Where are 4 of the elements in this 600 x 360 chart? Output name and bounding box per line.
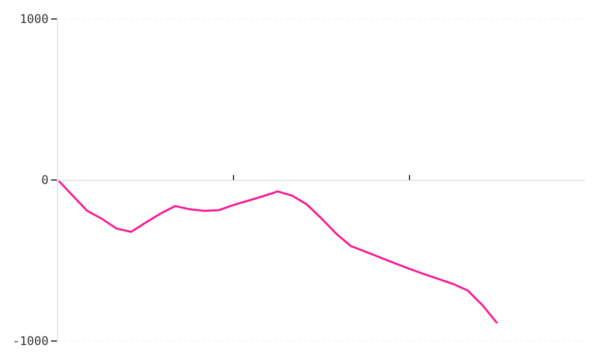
line-series — [58, 179, 498, 324]
y-tick-label: -1000 — [12, 334, 49, 348]
y-tick-label: 0 — [41, 173, 49, 188]
y-tick-label: 1000 — [20, 12, 49, 26]
